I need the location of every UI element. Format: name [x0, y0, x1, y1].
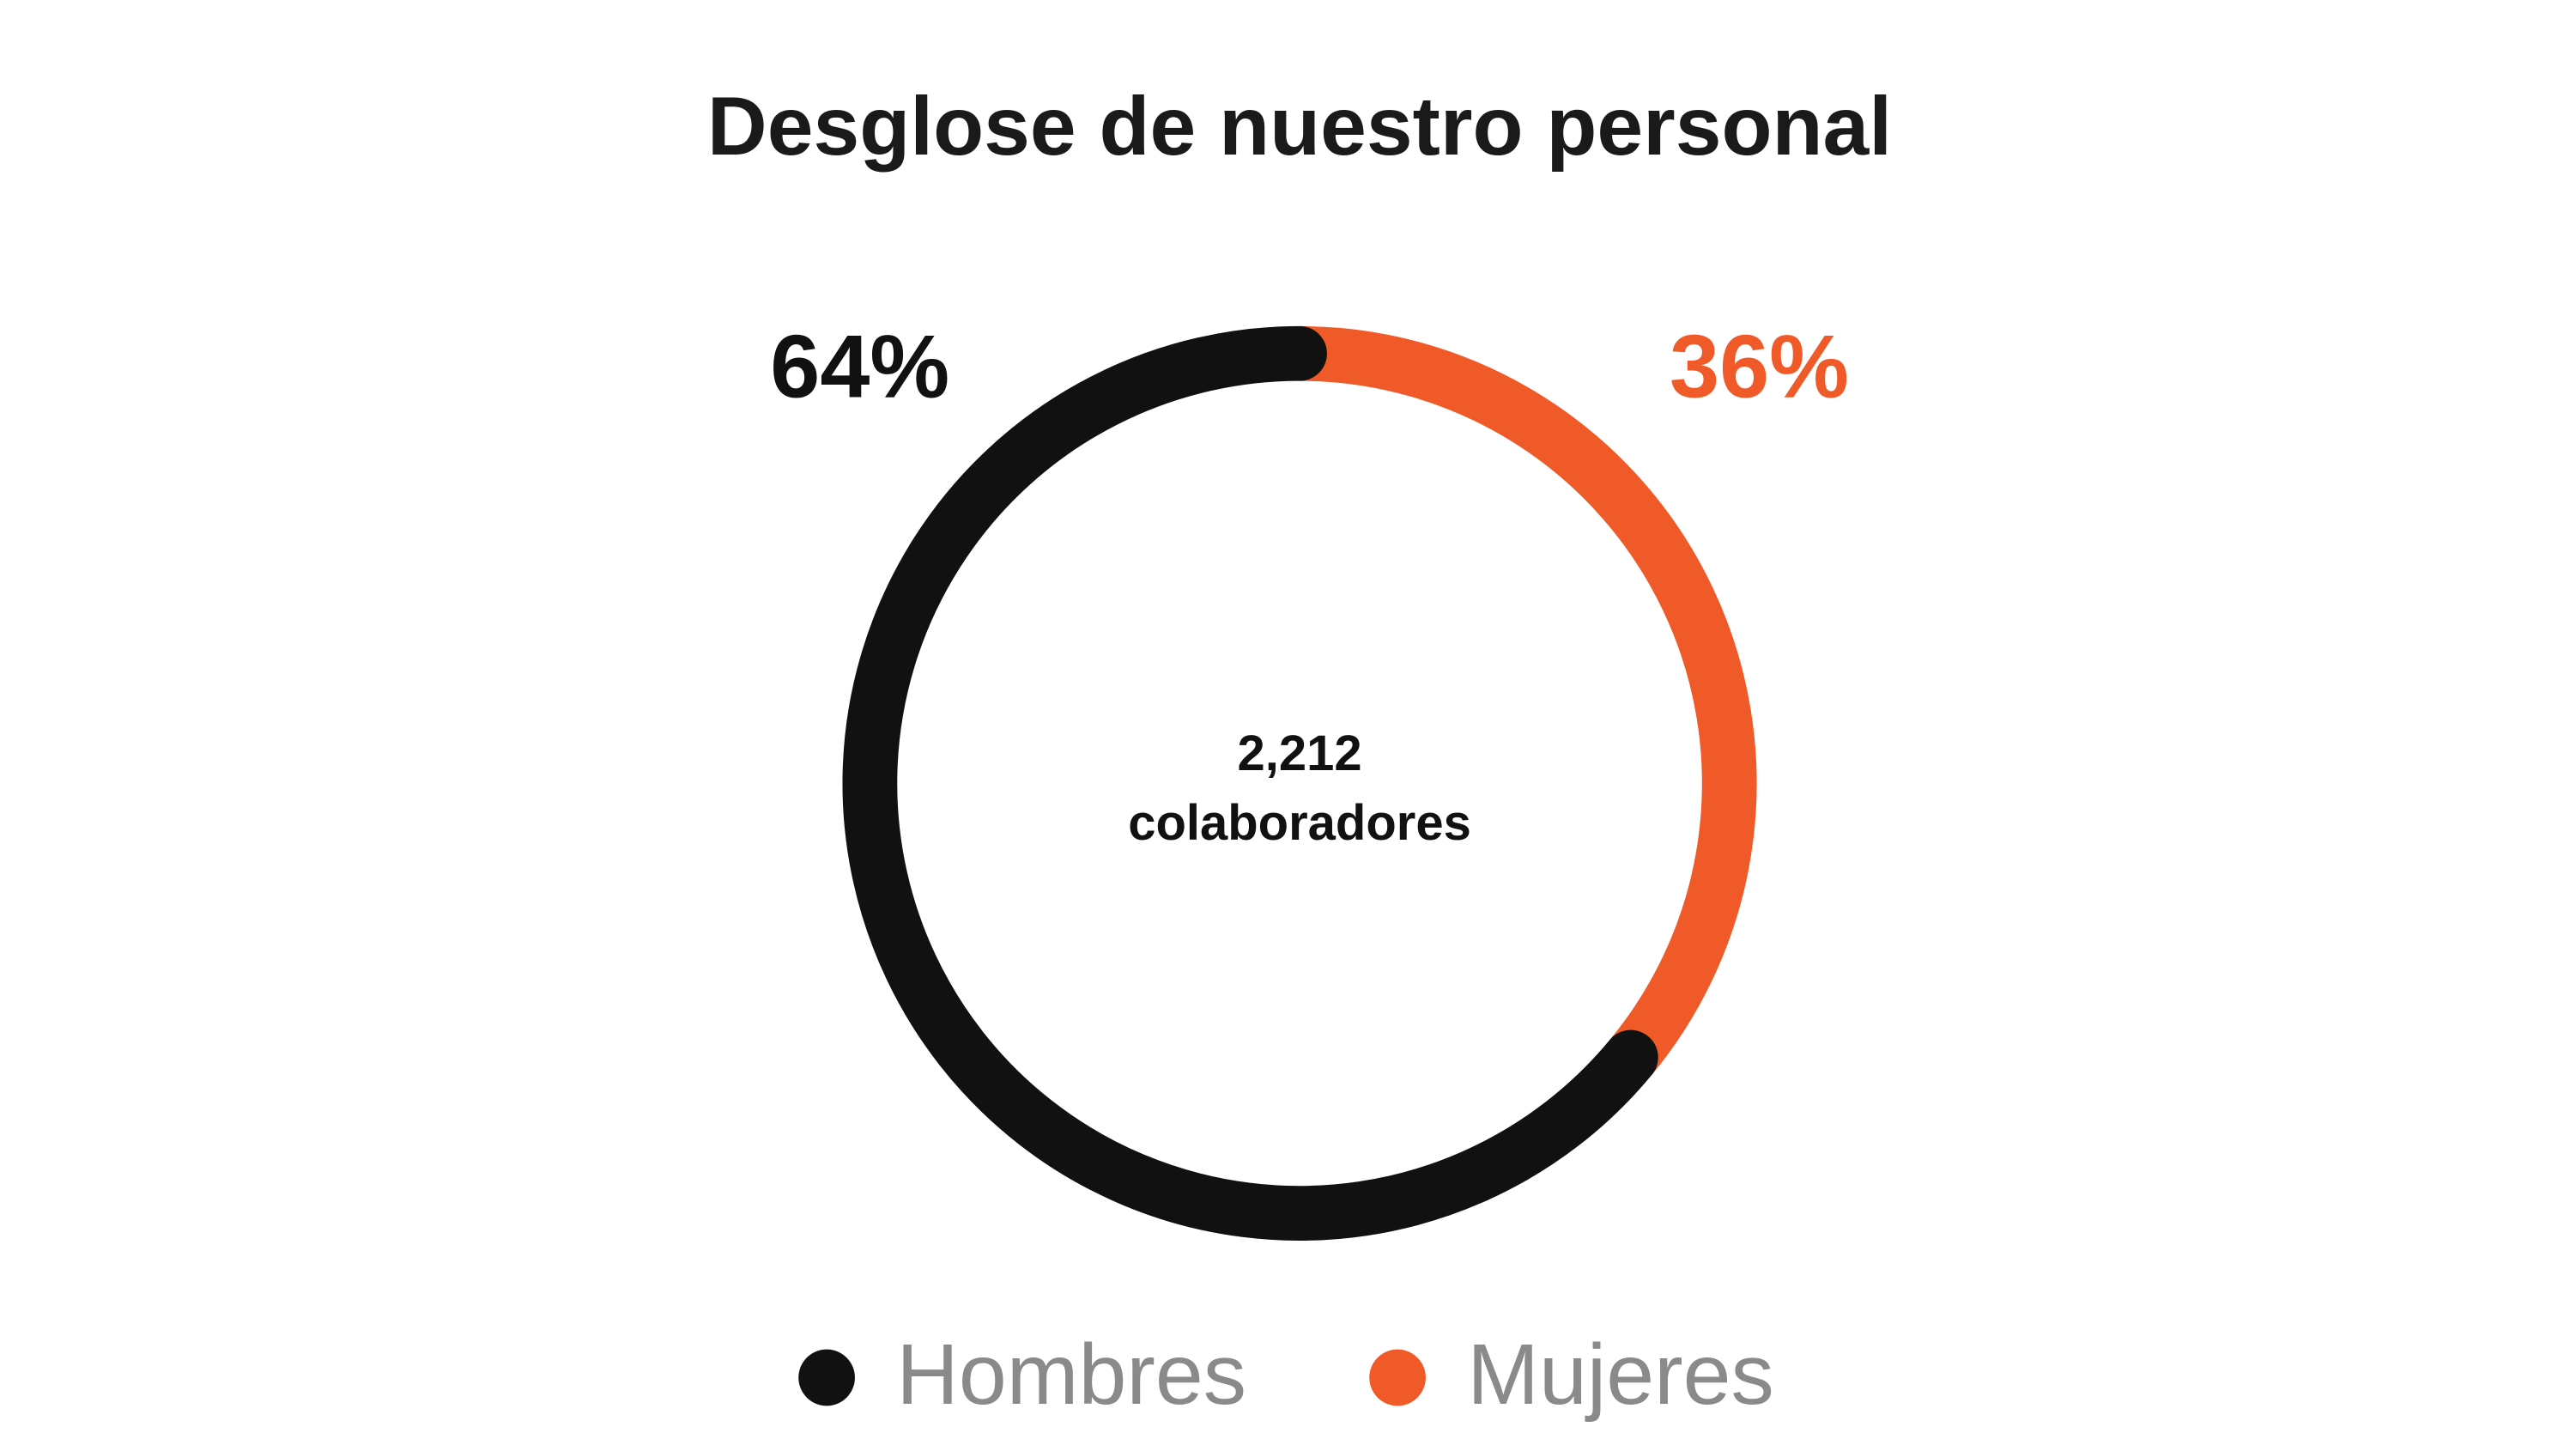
legend-marker	[798, 1349, 855, 1406]
value-label: 64%	[770, 318, 949, 417]
legend-marker	[1369, 1349, 1426, 1406]
center-caption: colaboradores	[1128, 796, 1471, 851]
chart-title: Desglose de nuestro personal	[707, 81, 1892, 173]
donut-segment	[842, 325, 1658, 1241]
value-label: 36%	[1670, 318, 1849, 417]
legend-label: Hombres	[896, 1327, 1246, 1423]
center-value: 2,212	[1237, 726, 1361, 781]
donut-segment	[1299, 325, 1757, 1075]
legend-label: Mujeres	[1467, 1327, 1774, 1423]
